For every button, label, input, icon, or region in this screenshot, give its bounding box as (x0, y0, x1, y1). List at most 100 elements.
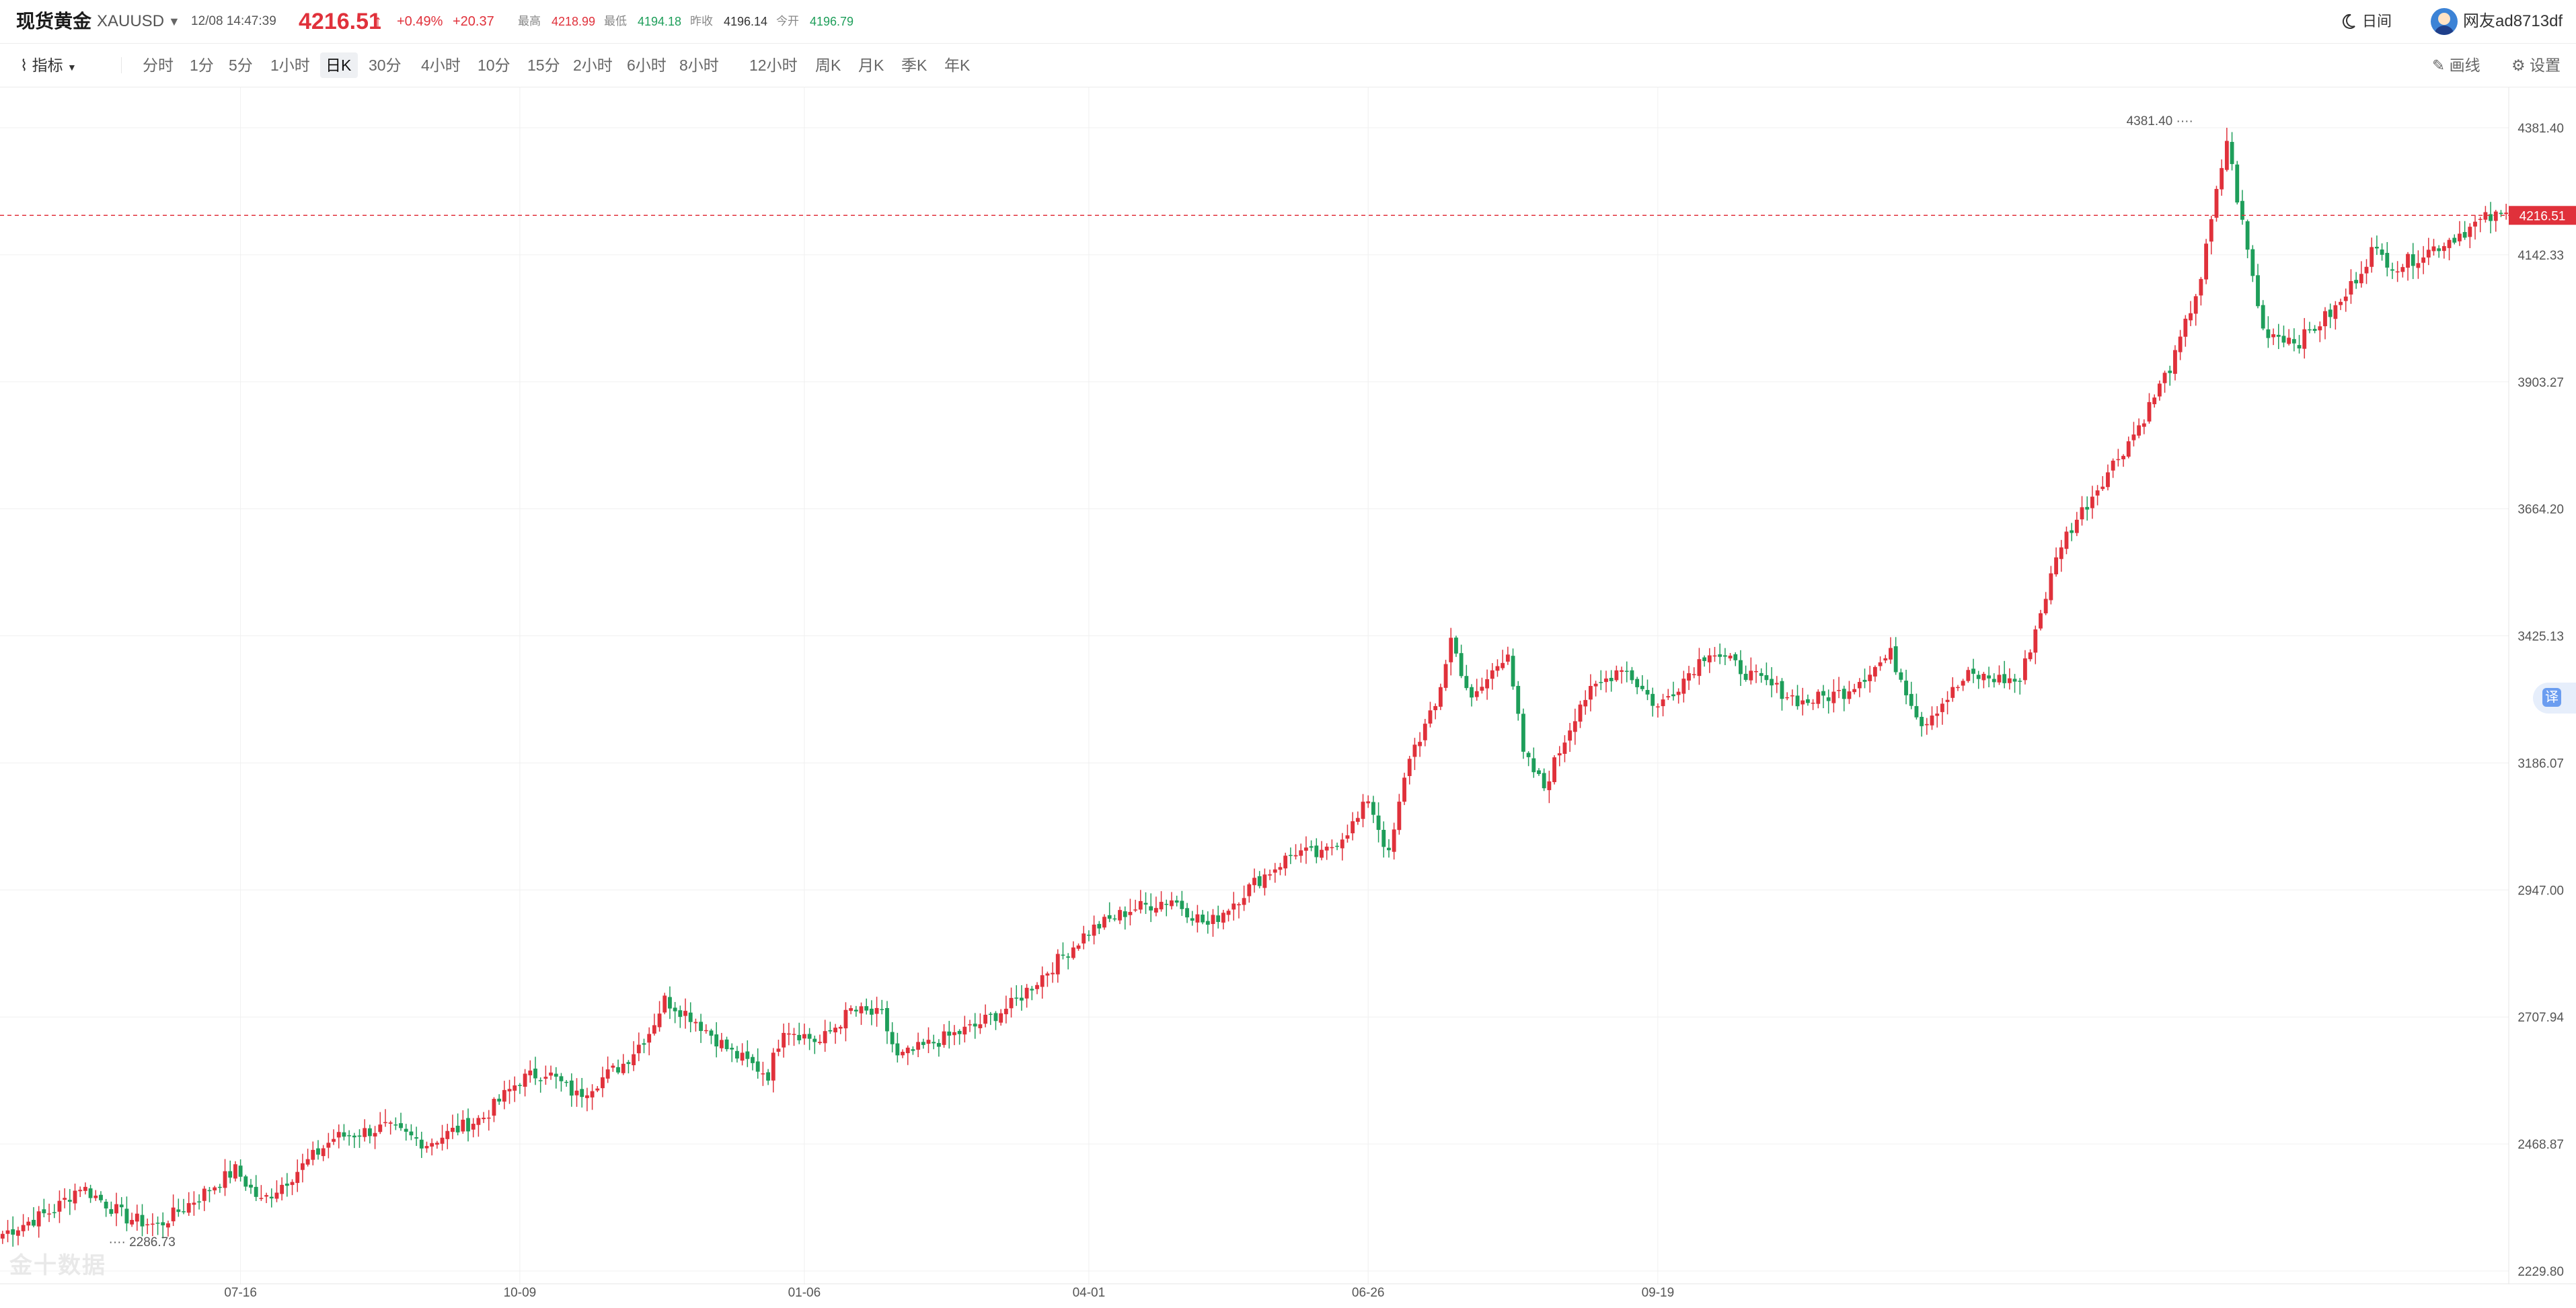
x-tick-label: 09-19 (1642, 1286, 1675, 1300)
candle (502, 1081, 506, 1110)
tab-period-12[interactable]: 12小时 (749, 56, 798, 74)
avatar[interactable] (2431, 8, 2458, 35)
candle (2152, 394, 2157, 408)
instrument-symbol[interactable]: XAUUSD (97, 12, 165, 30)
candle (269, 1188, 274, 1208)
candlestick-chart[interactable]: 4381.40 4142.33 3903.27 3664.20 3425.13 3186.… (0, 87, 2576, 1305)
candle (455, 1113, 460, 1136)
candle (1914, 693, 1919, 720)
draw-line-button[interactable]: ✎ 画线 (2432, 56, 2480, 74)
tab-period-8[interactable]: 15分 (527, 56, 560, 74)
candle (714, 1022, 719, 1058)
candle (336, 1124, 341, 1149)
candle (1443, 660, 1448, 691)
candle (1283, 852, 1288, 876)
candle (1624, 661, 1629, 683)
candle (1889, 637, 1893, 664)
max-price-label: 4381.40 ···· (2127, 114, 2193, 128)
candle (838, 1025, 843, 1034)
user-name[interactable]: 网友ad8713df (2463, 12, 2563, 30)
candle (932, 1034, 936, 1050)
candle (1371, 796, 1375, 823)
indicator-button[interactable]: ⌇ 指标 ▼ (20, 56, 77, 74)
candle (683, 998, 687, 1029)
candle (2064, 527, 2069, 555)
candle (1831, 679, 1836, 713)
stat-high-label: 最高 (518, 15, 541, 28)
moon-icon[interactable] (2339, 0, 2357, 43)
candle (357, 1129, 362, 1148)
candle (2049, 566, 2053, 605)
candle (1030, 986, 1034, 1001)
tab-period-4[interactable]: 日K (326, 56, 352, 74)
candle (1133, 899, 1138, 913)
candle (316, 1140, 320, 1160)
day-night-toggle[interactable]: 日间 (2362, 13, 2392, 30)
candle (1009, 987, 1014, 1018)
candle (78, 1186, 83, 1197)
tab-period-5[interactable]: 30分 (369, 56, 402, 74)
candle (1547, 771, 1552, 804)
candle (1247, 882, 1252, 903)
candle (124, 1196, 129, 1231)
tab-period-1[interactable]: 1分 (190, 56, 214, 74)
candle (2012, 674, 2017, 693)
candle (140, 1204, 145, 1237)
translate-button[interactable]: 译 (2533, 683, 2576, 714)
candle (761, 1061, 765, 1086)
candle (424, 1141, 429, 1153)
candle (1428, 701, 1433, 728)
candle (1956, 685, 1960, 691)
tab-period-2[interactable]: 5分 (229, 56, 253, 74)
tab-period-11[interactable]: 8小时 (679, 56, 719, 74)
candle (1620, 666, 1624, 684)
tab-period-6[interactable]: 4小时 (421, 56, 461, 74)
candle (1764, 662, 1769, 685)
candle (595, 1085, 600, 1093)
tab-period-9[interactable]: 2小时 (573, 56, 613, 74)
candle (632, 1041, 636, 1071)
candle (601, 1067, 605, 1098)
settings-button[interactable]: ⚙ 设置 (2511, 56, 2561, 74)
candle (2199, 276, 2203, 306)
candle (1268, 870, 1272, 880)
tab-period-3[interactable]: 1小时 (270, 56, 310, 74)
candle (1862, 668, 1867, 689)
candle (1593, 681, 1598, 697)
candle (2499, 210, 2503, 217)
candle (2400, 264, 2405, 278)
candle (988, 1011, 993, 1026)
candle (1149, 893, 1153, 923)
tab-period-16[interactable]: 年K (944, 56, 971, 74)
candle (812, 1035, 817, 1054)
tab-period-13[interactable]: 周K (815, 56, 841, 74)
tab-period-0[interactable]: 分时 (143, 56, 174, 74)
x-tick-label: 06-26 (1352, 1286, 1385, 1300)
candle (1552, 755, 1556, 785)
candle (1387, 839, 1391, 858)
candle (2224, 127, 2229, 172)
tab-period-10[interactable]: 6小时 (627, 56, 667, 74)
change-value: +20.37 (453, 14, 494, 29)
candle (1303, 836, 1308, 864)
tab-period-15[interactable]: 季K (901, 56, 927, 74)
symbol-dropdown-icon[interactable]: ▼ (168, 15, 180, 28)
instrument-name: 现货黄金 (16, 11, 92, 32)
candle (1872, 665, 1877, 682)
candle (616, 1059, 620, 1075)
candle (818, 1034, 822, 1045)
candle (1366, 795, 1371, 808)
candle (1040, 966, 1045, 999)
candle (1397, 794, 1402, 835)
candle (373, 1126, 377, 1149)
y-tick-label: 2947.00 (2517, 884, 2564, 898)
tab-period-14[interactable]: 月K (858, 56, 884, 74)
chart-svg[interactable]: 4381.40 4142.33 3903.27 3664.20 3425.13 3186.… (0, 87, 2576, 1305)
candle (901, 1049, 905, 1059)
tab-period-7[interactable]: 10分 (478, 56, 510, 74)
candle (383, 1109, 387, 1127)
candle (1211, 909, 1215, 937)
candle (363, 1119, 367, 1142)
candle (1511, 648, 1515, 690)
candle (1345, 824, 1350, 843)
